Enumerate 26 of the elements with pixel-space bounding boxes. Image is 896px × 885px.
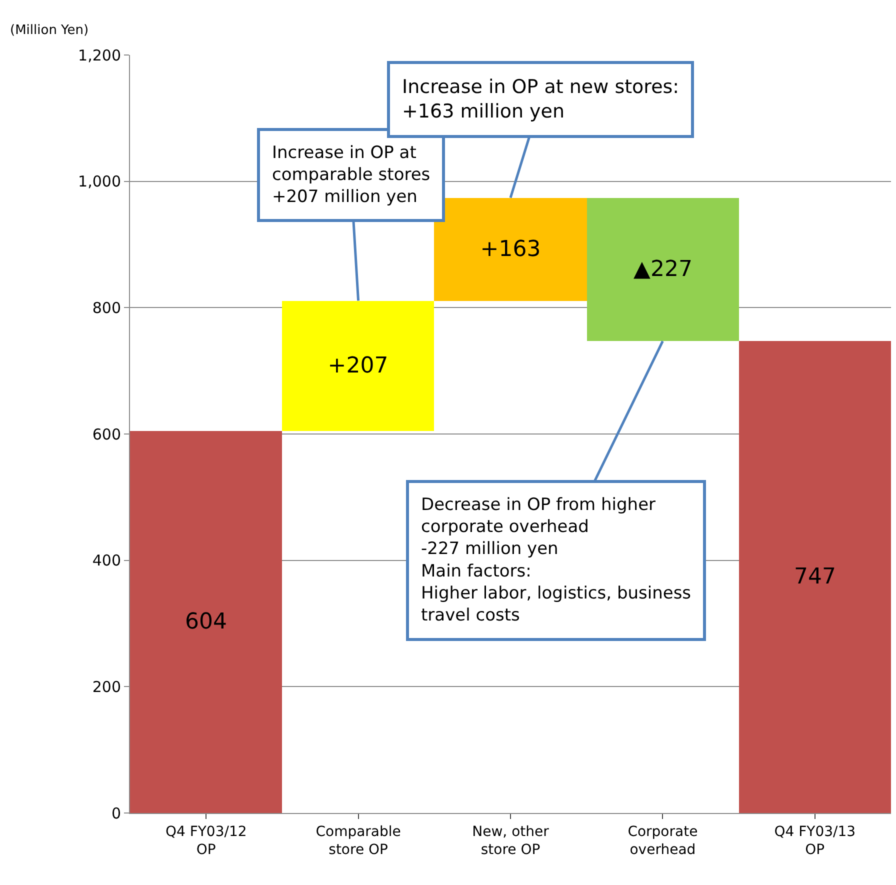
- data-label: 604: [185, 610, 227, 634]
- bar: [130, 431, 282, 813]
- x-tick-label: Q4 FY03/13 OP: [774, 824, 856, 858]
- annotation: Increase in OP at comparable stores +207 million yen: [272, 143, 430, 208]
- y-tick-label: 600: [92, 425, 121, 444]
- annotation: Increase in OP at new stores: +163 million yen: [402, 76, 680, 123]
- y-tick-label: 1,200: [78, 46, 121, 64]
- data-label: 747: [794, 564, 836, 590]
- bar: [434, 198, 587, 301]
- y-tick-label: 1,000: [78, 172, 121, 191]
- y-tick-label: 0: [111, 804, 121, 822]
- x-tick-label: Comparable store OP: [316, 824, 401, 858]
- bar: [587, 198, 739, 341]
- data-label: ▲227: [634, 257, 692, 282]
- y-tick-label: 800: [92, 298, 121, 317]
- data-label: +207: [328, 354, 388, 378]
- y-axis-title: (Million Yen): [10, 23, 89, 38]
- bar: [282, 301, 434, 431]
- bar: [739, 341, 891, 813]
- x-tick-label: Corporate overhead: [628, 824, 698, 858]
- data-label: +163: [480, 237, 541, 262]
- annotation: Decrease in OP from higher corporate overhead -227 million yen Main factors: Higher labor, logistics, business travel costs: [421, 495, 692, 626]
- y-tick-label: 400: [92, 552, 121, 570]
- y-tick-label: 200: [92, 678, 121, 696]
- x-tick-label: New, other store OP: [472, 824, 550, 858]
- x-tick-label: Q4 FY03/12 OP: [165, 824, 247, 858]
